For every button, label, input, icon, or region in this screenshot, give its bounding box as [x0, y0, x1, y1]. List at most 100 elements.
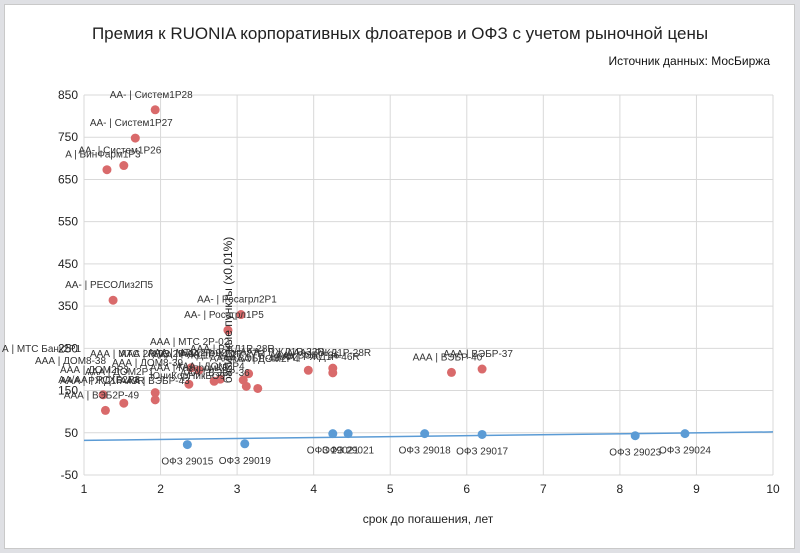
- crowded-label: ААА | ВЭБР-36: [180, 368, 250, 379]
- crowded-label: ААА | РЖД1Р-32R: [240, 347, 325, 358]
- corporate-point: [303, 365, 313, 375]
- point-label: ААА | РЖД1Р-27R: [153, 350, 238, 361]
- y-tick-label: 350: [58, 299, 78, 313]
- y-tick-label: 150: [58, 384, 78, 398]
- crowded-label: ЮниКорНикБО9: [150, 371, 226, 382]
- point-label: ААА | ДОМ2Р4: [176, 361, 245, 372]
- crowded-label: ААА | РЖД1Р-27R: [180, 349, 265, 360]
- corporate-point: [150, 105, 160, 115]
- point-label: ОФЗ 29015: [161, 457, 213, 468]
- ofz-point: [328, 429, 338, 439]
- corporate-point: [328, 368, 338, 378]
- y-tick-label: 850: [58, 88, 78, 102]
- point-label: ААА | ВЭБР-43: [210, 354, 280, 365]
- y-tick-label: 50: [65, 426, 79, 440]
- point-label: ОФЗ 29023: [609, 448, 661, 459]
- x-tick-label: 9: [693, 482, 700, 496]
- corporate-point: [477, 364, 487, 374]
- crowded-label: ААА | РЖД1Р-46R: [275, 352, 360, 363]
- corporate-point: [253, 383, 263, 393]
- y-axis-label: базисные пункты (х0,01%): [221, 237, 235, 384]
- chart-title: Премия к RUONIA корпоративных флоатеров …: [91, 24, 709, 43]
- crowded-label: ААА | ДОМ2Р1: [85, 367, 154, 378]
- ofz-point: [420, 429, 430, 439]
- x-tick-label: 1: [81, 482, 88, 496]
- corporate-point: [108, 295, 118, 305]
- point-label: ОФЗ 29018: [399, 446, 451, 457]
- corporate-point: [119, 161, 129, 171]
- x-tick-label: 5: [387, 482, 394, 496]
- x-axis-label: срок до погашения, лет: [363, 512, 494, 526]
- corporate-point: [194, 365, 204, 375]
- corporate-point: [215, 374, 225, 384]
- point-label: ААА | ВЭБР-36: [269, 350, 339, 361]
- ofz-point: [240, 439, 250, 449]
- crowded-label: ААА | МТС 2Р-04: [120, 349, 200, 360]
- point-label: A | БинФарм1Р3: [65, 150, 141, 161]
- corporate-point: [102, 165, 112, 175]
- ofz-point: [343, 429, 353, 439]
- crowded-label: ААА | ГазпромКБ: [150, 363, 229, 374]
- point-label: ОФЗ 29017: [456, 446, 508, 457]
- y-tick-label: 750: [58, 130, 78, 144]
- point-label: АА- | Росагрл1Р5: [184, 310, 264, 321]
- crowded-label: ААА | РЖД1Р-49R: [60, 376, 145, 387]
- data-points: [98, 105, 690, 450]
- corporate-point: [236, 310, 246, 320]
- corporate-point: [446, 367, 456, 377]
- corporate-point: [244, 369, 254, 379]
- point-label: АА/АА | РСХБ2Р3: [58, 375, 140, 386]
- trendline: [83, 431, 774, 442]
- corporate-point: [150, 395, 160, 405]
- corporate-point: [130, 133, 140, 143]
- y-tick-label: -50: [61, 468, 79, 482]
- crowded-labels: ААА | МТС 2Р-02 А | МТС Банк2Р1 ААА | МТС …: [2, 337, 360, 387]
- corporate-point: [184, 379, 194, 389]
- corporate-point: [119, 398, 129, 408]
- corporate-point: [186, 363, 196, 373]
- corporate-point: [223, 325, 233, 335]
- point-label: ААА | ВЭБР-37: [443, 349, 513, 360]
- point-label: АА- | Систем1Р27: [90, 118, 173, 129]
- x-tick-label: 4: [310, 482, 317, 496]
- crowded-label: ААА | ДОМ8-39: [112, 358, 183, 369]
- point-label: ОФЗ 29024: [659, 446, 711, 457]
- point-labels: АА- | Систем1Р28 АА- | Систем1Р27 A | БинФ…: [58, 90, 711, 468]
- x-tick-label: 7: [540, 482, 547, 496]
- crowded-label: ААА | РЖД1Р-28R: [190, 344, 275, 355]
- ofz-point: [630, 431, 640, 441]
- point-label: ААА | ВЭБР-40: [413, 352, 483, 363]
- point-label: ААА | МТС 2Р-02: [148, 348, 228, 359]
- x-tick-label: 3: [234, 482, 241, 496]
- corporate-point: [150, 388, 160, 398]
- crowded-label: ААА | ДОМ2Р3: [60, 365, 129, 376]
- x-tick-label: 8: [617, 482, 624, 496]
- point-label: АА- | РЕСОЛиз2П5: [65, 280, 153, 291]
- ofz-point: [477, 429, 487, 439]
- corporate-point: [98, 390, 108, 400]
- y-tick-label: 450: [58, 257, 78, 271]
- crowded-label: А | МТС Банк2Р1: [2, 344, 82, 355]
- crowded-label: ААА | ВЭБР-43: [120, 376, 190, 387]
- ofz-point: [680, 429, 690, 439]
- crowded-label: ААА | ДОМ2Р4: [230, 354, 299, 365]
- point-label: ААА | ВЭБ2Р-49: [64, 390, 140, 401]
- crowded-label: ААА | МТС 2Р-02: [150, 337, 230, 348]
- point-label: ОФЗ 29021: [322, 446, 374, 457]
- y-tick-label: 550: [58, 215, 78, 229]
- point-label: АА- | Систем1Р26: [78, 146, 161, 157]
- y-tick-label: 250: [58, 341, 78, 355]
- y-tick-label: 650: [58, 172, 78, 186]
- corporate-point: [100, 405, 110, 415]
- x-tick-label: 2: [157, 482, 164, 496]
- x-tick-label: 6: [463, 482, 470, 496]
- point-label: ААА | РЖД1Р-28R: [286, 348, 371, 359]
- point-label: АА- | Росагрл2Р1: [197, 295, 277, 306]
- chart-source: Источник данных: МосБиржа: [608, 54, 770, 68]
- grid: [83, 94, 774, 476]
- corporate-point: [241, 381, 251, 391]
- point-label: ОФЗ 29019: [219, 456, 271, 467]
- x-tick-label: 10: [766, 482, 780, 496]
- crowded-label: ААА | МТС 2Р-03: [90, 349, 170, 360]
